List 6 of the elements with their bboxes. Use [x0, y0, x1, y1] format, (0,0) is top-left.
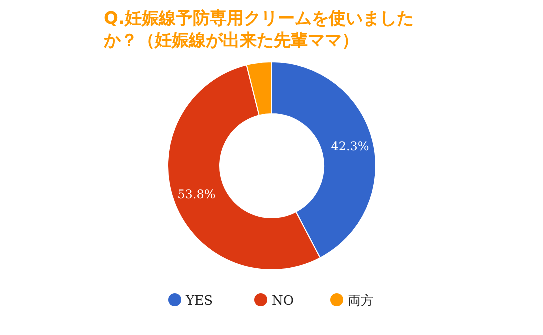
data-label: 53.8%: [178, 188, 216, 202]
legend-label: NO: [272, 294, 294, 309]
chart-title: Q.妊娠線予防専用クリームを使いましたか？（妊娠線が出来た先輩ママ）: [104, 8, 415, 52]
legend-label: YES: [185, 294, 213, 309]
data-label: 42.3%: [331, 140, 370, 154]
legend-label: 両方: [348, 293, 374, 309]
